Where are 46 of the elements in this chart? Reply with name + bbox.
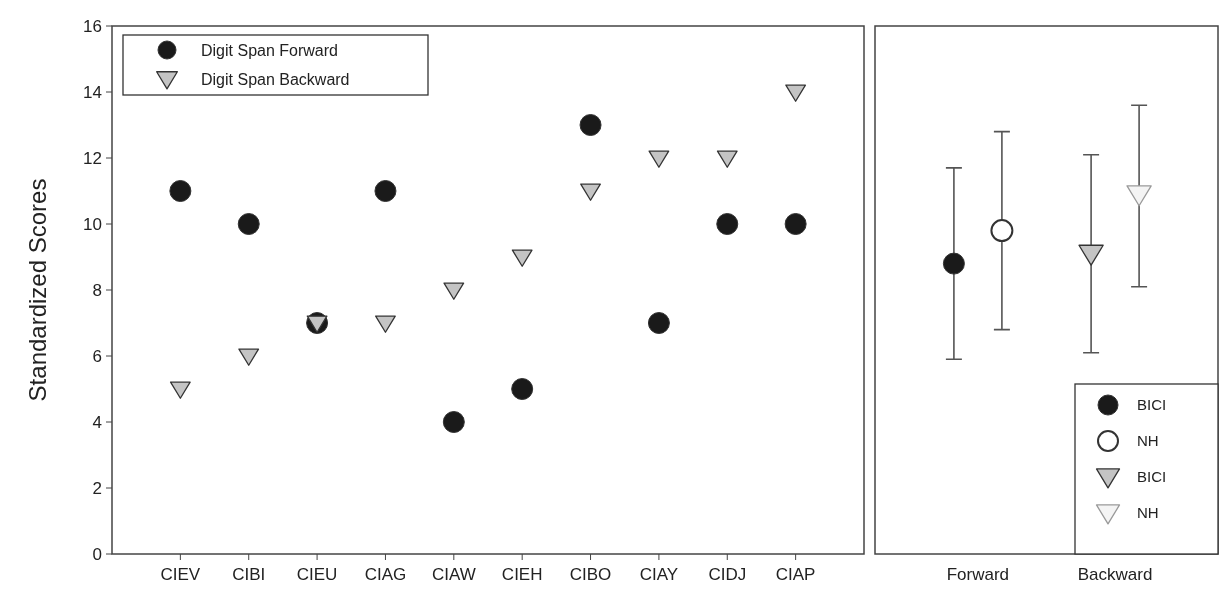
point: [443, 282, 465, 300]
x-tick-label: CIEU: [296, 565, 338, 584]
point: [648, 150, 670, 168]
x-tick-label: CIDJ: [708, 565, 747, 584]
x-tick-label: Forward: [946, 565, 1010, 584]
point: [784, 213, 807, 235]
point: [511, 378, 534, 400]
legend-label: Digit Span Forward: [201, 41, 338, 59]
point: [716, 213, 739, 235]
point: [442, 411, 465, 433]
point: [237, 213, 260, 235]
point: [647, 312, 670, 334]
x-tick-label: CIEV: [160, 565, 201, 584]
point: [580, 183, 601, 201]
legend-label: Digit Span Backward: [201, 70, 350, 88]
legend-label: NH: [1137, 432, 1159, 450]
point: [374, 180, 397, 202]
point: [238, 348, 260, 366]
point: [716, 150, 738, 168]
point: [579, 114, 602, 136]
point: [169, 180, 192, 202]
x-tick-label: CIAW: [431, 565, 476, 584]
x-tick-label: CIAG: [364, 565, 407, 584]
point: [785, 84, 807, 102]
y-tick-label: 2: [92, 478, 102, 498]
legend-label: NH: [1137, 504, 1159, 522]
x-tick-label: CIBO: [569, 565, 612, 584]
x-tick-label: CIAP: [775, 565, 816, 584]
y-tick-label: 12: [83, 148, 102, 168]
y-tick-label: 4: [92, 412, 102, 432]
y-tick-label: 6: [92, 346, 102, 366]
x-tick-label: CIEH: [501, 565, 543, 584]
y-tick-label: 14: [83, 82, 102, 102]
point: [511, 249, 533, 267]
x-tick-label: CIBI: [232, 565, 266, 584]
y-axis-title: Standardized Scores: [24, 178, 51, 402]
point: [375, 315, 396, 333]
y-tick-label: 10: [83, 214, 102, 234]
x-tick-label: CIAY: [639, 565, 679, 584]
point: [169, 381, 191, 399]
legend-label: BICI: [1137, 396, 1167, 414]
legend-label: BICI: [1137, 468, 1167, 486]
y-tick-label: 8: [92, 280, 102, 300]
x-tick-label: Backward: [1077, 565, 1153, 584]
y-tick-label: 0: [92, 544, 102, 564]
y-tick-label: 16: [83, 16, 102, 36]
